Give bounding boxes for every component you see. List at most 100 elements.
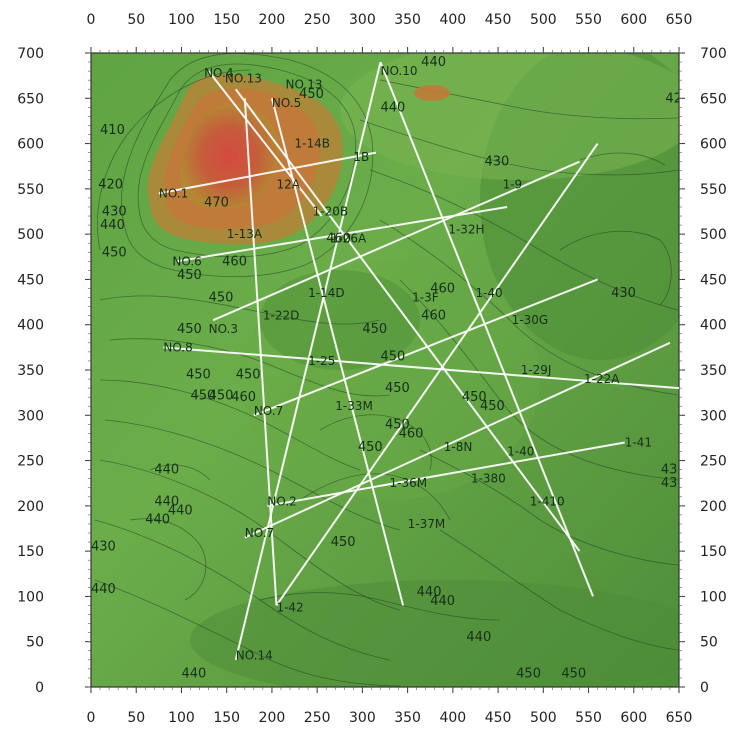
- dark-lowland-south: [190, 580, 679, 687]
- contour-elevation-label: 450: [385, 417, 410, 432]
- y-tick-label-right: 450: [700, 272, 727, 288]
- survey-station-label: 1-22A: [584, 372, 620, 386]
- axis-right: 0 50 100 150 200 250 300 350 400 450 500 550 600 650 7…: [679, 46, 727, 696]
- x-tick-label-top: 0: [87, 12, 96, 28]
- survey-station-label: 1-14B: [295, 137, 330, 151]
- y-tick-label-right: 700: [700, 46, 727, 62]
- survey-line: [275, 143, 599, 607]
- x-tick-label-top: 500: [530, 12, 557, 28]
- x-tick-label-bottom: 400: [439, 710, 466, 726]
- y-tick-label-right: 550: [700, 182, 727, 198]
- contour-elevation-label: 440: [380, 100, 405, 115]
- contour-elevation-label: 430: [91, 540, 116, 555]
- contour-elevation-label: 450: [362, 322, 387, 337]
- contour-elevation-label: 430: [661, 463, 686, 478]
- contour-elevation-label: 440: [421, 55, 446, 70]
- contour-elevation-label: 450: [331, 535, 356, 550]
- x-tick-label-bottom: 550: [575, 710, 602, 726]
- y-tick-label-left: 250: [17, 454, 44, 470]
- y-tick-label-right: 0: [700, 680, 709, 696]
- survey-station-label: NO.13: [285, 78, 322, 92]
- survey-station-label: 1-9: [503, 177, 523, 191]
- x-tick-label-bottom: 50: [127, 710, 145, 726]
- y-tick-label-right: 350: [700, 363, 727, 379]
- contour-elevation-label: 450: [191, 388, 216, 403]
- x-tick-label-top: 400: [439, 12, 466, 28]
- survey-station-label: NO.14: [236, 648, 273, 662]
- survey-station-label: 1-30G: [512, 313, 549, 327]
- x-tick-label-bottom: 200: [259, 710, 286, 726]
- contour-elevation-label: 450: [209, 388, 234, 403]
- contour-elevation-label: 460: [421, 309, 446, 324]
- y-tick-label-left: 550: [17, 182, 44, 198]
- survey-station-label: NO.6: [172, 254, 201, 268]
- x-tick-label-top: 50: [127, 12, 145, 28]
- survey-station-label: NO.13: [225, 71, 262, 85]
- y-tick-label-right: 300: [700, 408, 727, 424]
- x-tick-label-bottom: 500: [530, 710, 557, 726]
- contour-elevation-label: 450: [561, 666, 586, 681]
- x-tick-label-top: 650: [666, 12, 693, 28]
- contour-elevation-label: 440: [100, 218, 125, 233]
- survey-line: [234, 88, 581, 552]
- contour-elevation-label: 450: [186, 368, 211, 383]
- y-tick-label-right: 150: [700, 544, 727, 560]
- survey-station-label: 1-20B: [313, 205, 348, 219]
- contour-elevation-label: 450: [299, 87, 324, 102]
- survey-lines: [158, 61, 679, 661]
- contour-elevation-label: 430: [102, 205, 127, 220]
- y-tick-label-left: 100: [17, 589, 44, 605]
- survey-station-label: 1-41: [625, 435, 652, 449]
- contour-elevation-label: 440: [154, 463, 179, 478]
- x-tick-label-top: 100: [168, 12, 195, 28]
- survey-station-label: 1-42: [276, 600, 303, 614]
- x-tick-label-top: 550: [575, 12, 602, 28]
- x-tick-label-top: 600: [620, 12, 647, 28]
- contour-elevation-label: 440: [154, 494, 179, 509]
- contour-elevation-label: 450: [236, 368, 261, 383]
- y-tick-label-right: 400: [700, 318, 727, 334]
- terrain-layer: [91, 53, 679, 687]
- contour-elevation-label: 450: [462, 390, 487, 405]
- y-tick-label-left: 700: [17, 46, 44, 62]
- y-tick-label-right: 500: [700, 227, 727, 243]
- survey-station-label: 12A: [276, 177, 300, 191]
- survey-line: [244, 341, 671, 539]
- survey-station-label: 1-380: [471, 472, 506, 486]
- axis-bottom: 0 50 100 150 200 250 300 350 400 450 500 550 600 650: [87, 687, 693, 726]
- survey-station-label: NO.7: [254, 404, 283, 418]
- knoll-top: [414, 85, 450, 101]
- x-tick-label-top: 200: [259, 12, 286, 28]
- survey-line: [253, 278, 598, 417]
- survey-station-label: NO.4: [204, 66, 233, 80]
- survey-station-label: 1B: [353, 150, 369, 164]
- y-tick-label-left: 50: [26, 635, 44, 651]
- contour-elevation-label: 440: [430, 594, 455, 609]
- contour-elevation-label: 450: [177, 322, 202, 337]
- y-tick-label-right: 250: [700, 454, 727, 470]
- y-tick-label-right: 650: [700, 91, 727, 107]
- x-tick-label-bottom: 100: [168, 710, 195, 726]
- y-tick-label-left: 450: [17, 272, 44, 288]
- y-tick-label-left: 0: [35, 680, 44, 696]
- survey-station-label: NO.10: [380, 64, 417, 78]
- survey-station-label: 1-37M: [408, 517, 446, 531]
- survey-station-label: 1-33M: [335, 399, 373, 413]
- y-tick-label-right: 600: [700, 137, 727, 153]
- survey-line: [270, 98, 405, 606]
- survey-station-label: 1-40: [507, 445, 534, 459]
- x-tick-label-top: 450: [485, 12, 512, 28]
- y-tick-label-left: 400: [17, 318, 44, 334]
- survey-station-label: NO.5: [272, 96, 301, 110]
- x-tick-label-bottom: 650: [666, 710, 693, 726]
- survey-station-label: NO.1: [159, 186, 188, 200]
- axis-top: 0 50 100 150 200 250 300 350 400 450 500 550 600 650: [87, 12, 693, 53]
- x-tick-label-bottom: 250: [304, 710, 331, 726]
- contour-elevation-label: 440: [417, 585, 442, 600]
- survey-line: [234, 61, 382, 661]
- contour-elevation-label: 450: [385, 381, 410, 396]
- contour-elevation-label: 470: [204, 195, 229, 210]
- survey-station-label: 1-32H: [448, 223, 484, 237]
